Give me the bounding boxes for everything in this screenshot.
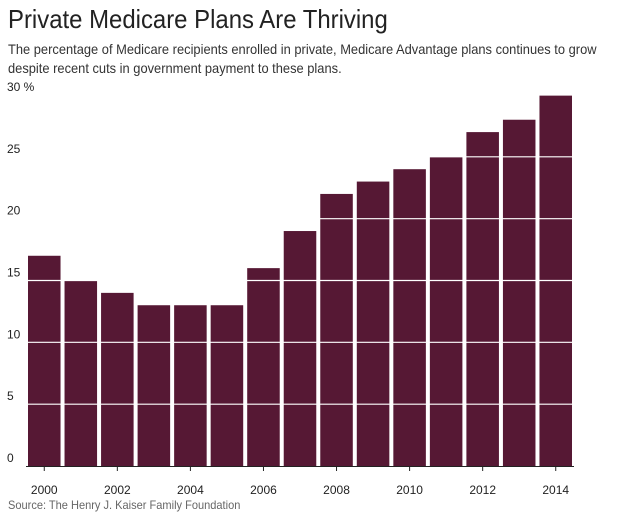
- bar-2004: [174, 305, 207, 466]
- x-tick-labels-group: 2000 2002 2004 2006 2008 2010 2012 2014: [31, 483, 569, 497]
- bar-2007: [283, 231, 317, 466]
- source-note: Source: The Henry J. Kaiser Family Found…: [8, 498, 241, 512]
- x-tick-label-2006: 2006: [250, 483, 277, 497]
- x-tick-label-2000: 2000: [31, 483, 58, 497]
- chart-subtitle: The percentage of Medicare recipients en…: [8, 41, 597, 76]
- bar-2010: [393, 169, 426, 466]
- y-tick-labels-group: 0 5 10 15 20 25 30 %: [7, 80, 35, 465]
- y-tick-label-10: 10: [7, 327, 21, 341]
- x-tick-label-2012: 2012: [469, 483, 496, 497]
- x-ticks-group: [43, 466, 557, 471]
- bar-2001: [64, 280, 98, 466]
- gridlines-group: [26, 94, 574, 405]
- x-tick-label-2010: 2010: [396, 483, 423, 497]
- bar-2006: [247, 268, 280, 466]
- y-tick-label-15: 15: [7, 266, 21, 280]
- bar-2003: [137, 305, 171, 466]
- chart-title: Private Medicare Plans Are Thriving: [8, 4, 388, 34]
- x-tick-label-2002: 2002: [104, 483, 131, 497]
- bar-2012: [466, 132, 499, 466]
- bar-2000: [28, 255, 61, 466]
- y-tick-label-25: 25: [7, 142, 21, 156]
- x-tick-label-2008: 2008: [323, 483, 350, 497]
- x-tick-label-2004: 2004: [177, 483, 204, 497]
- bar-2005: [210, 305, 244, 466]
- y-tick-label-5: 5: [7, 389, 14, 403]
- y-tick-label-30: 30 %: [7, 80, 35, 94]
- bar-2008: [320, 193, 353, 466]
- x-tick-label-2014: 2014: [542, 483, 569, 497]
- bar-2013: [502, 119, 536, 466]
- bar-2002: [101, 292, 134, 466]
- bar-2009: [356, 181, 390, 467]
- bar-2011: [429, 156, 463, 467]
- y-tick-label-20: 20: [7, 204, 21, 218]
- y-tick-label-0: 0: [7, 451, 14, 465]
